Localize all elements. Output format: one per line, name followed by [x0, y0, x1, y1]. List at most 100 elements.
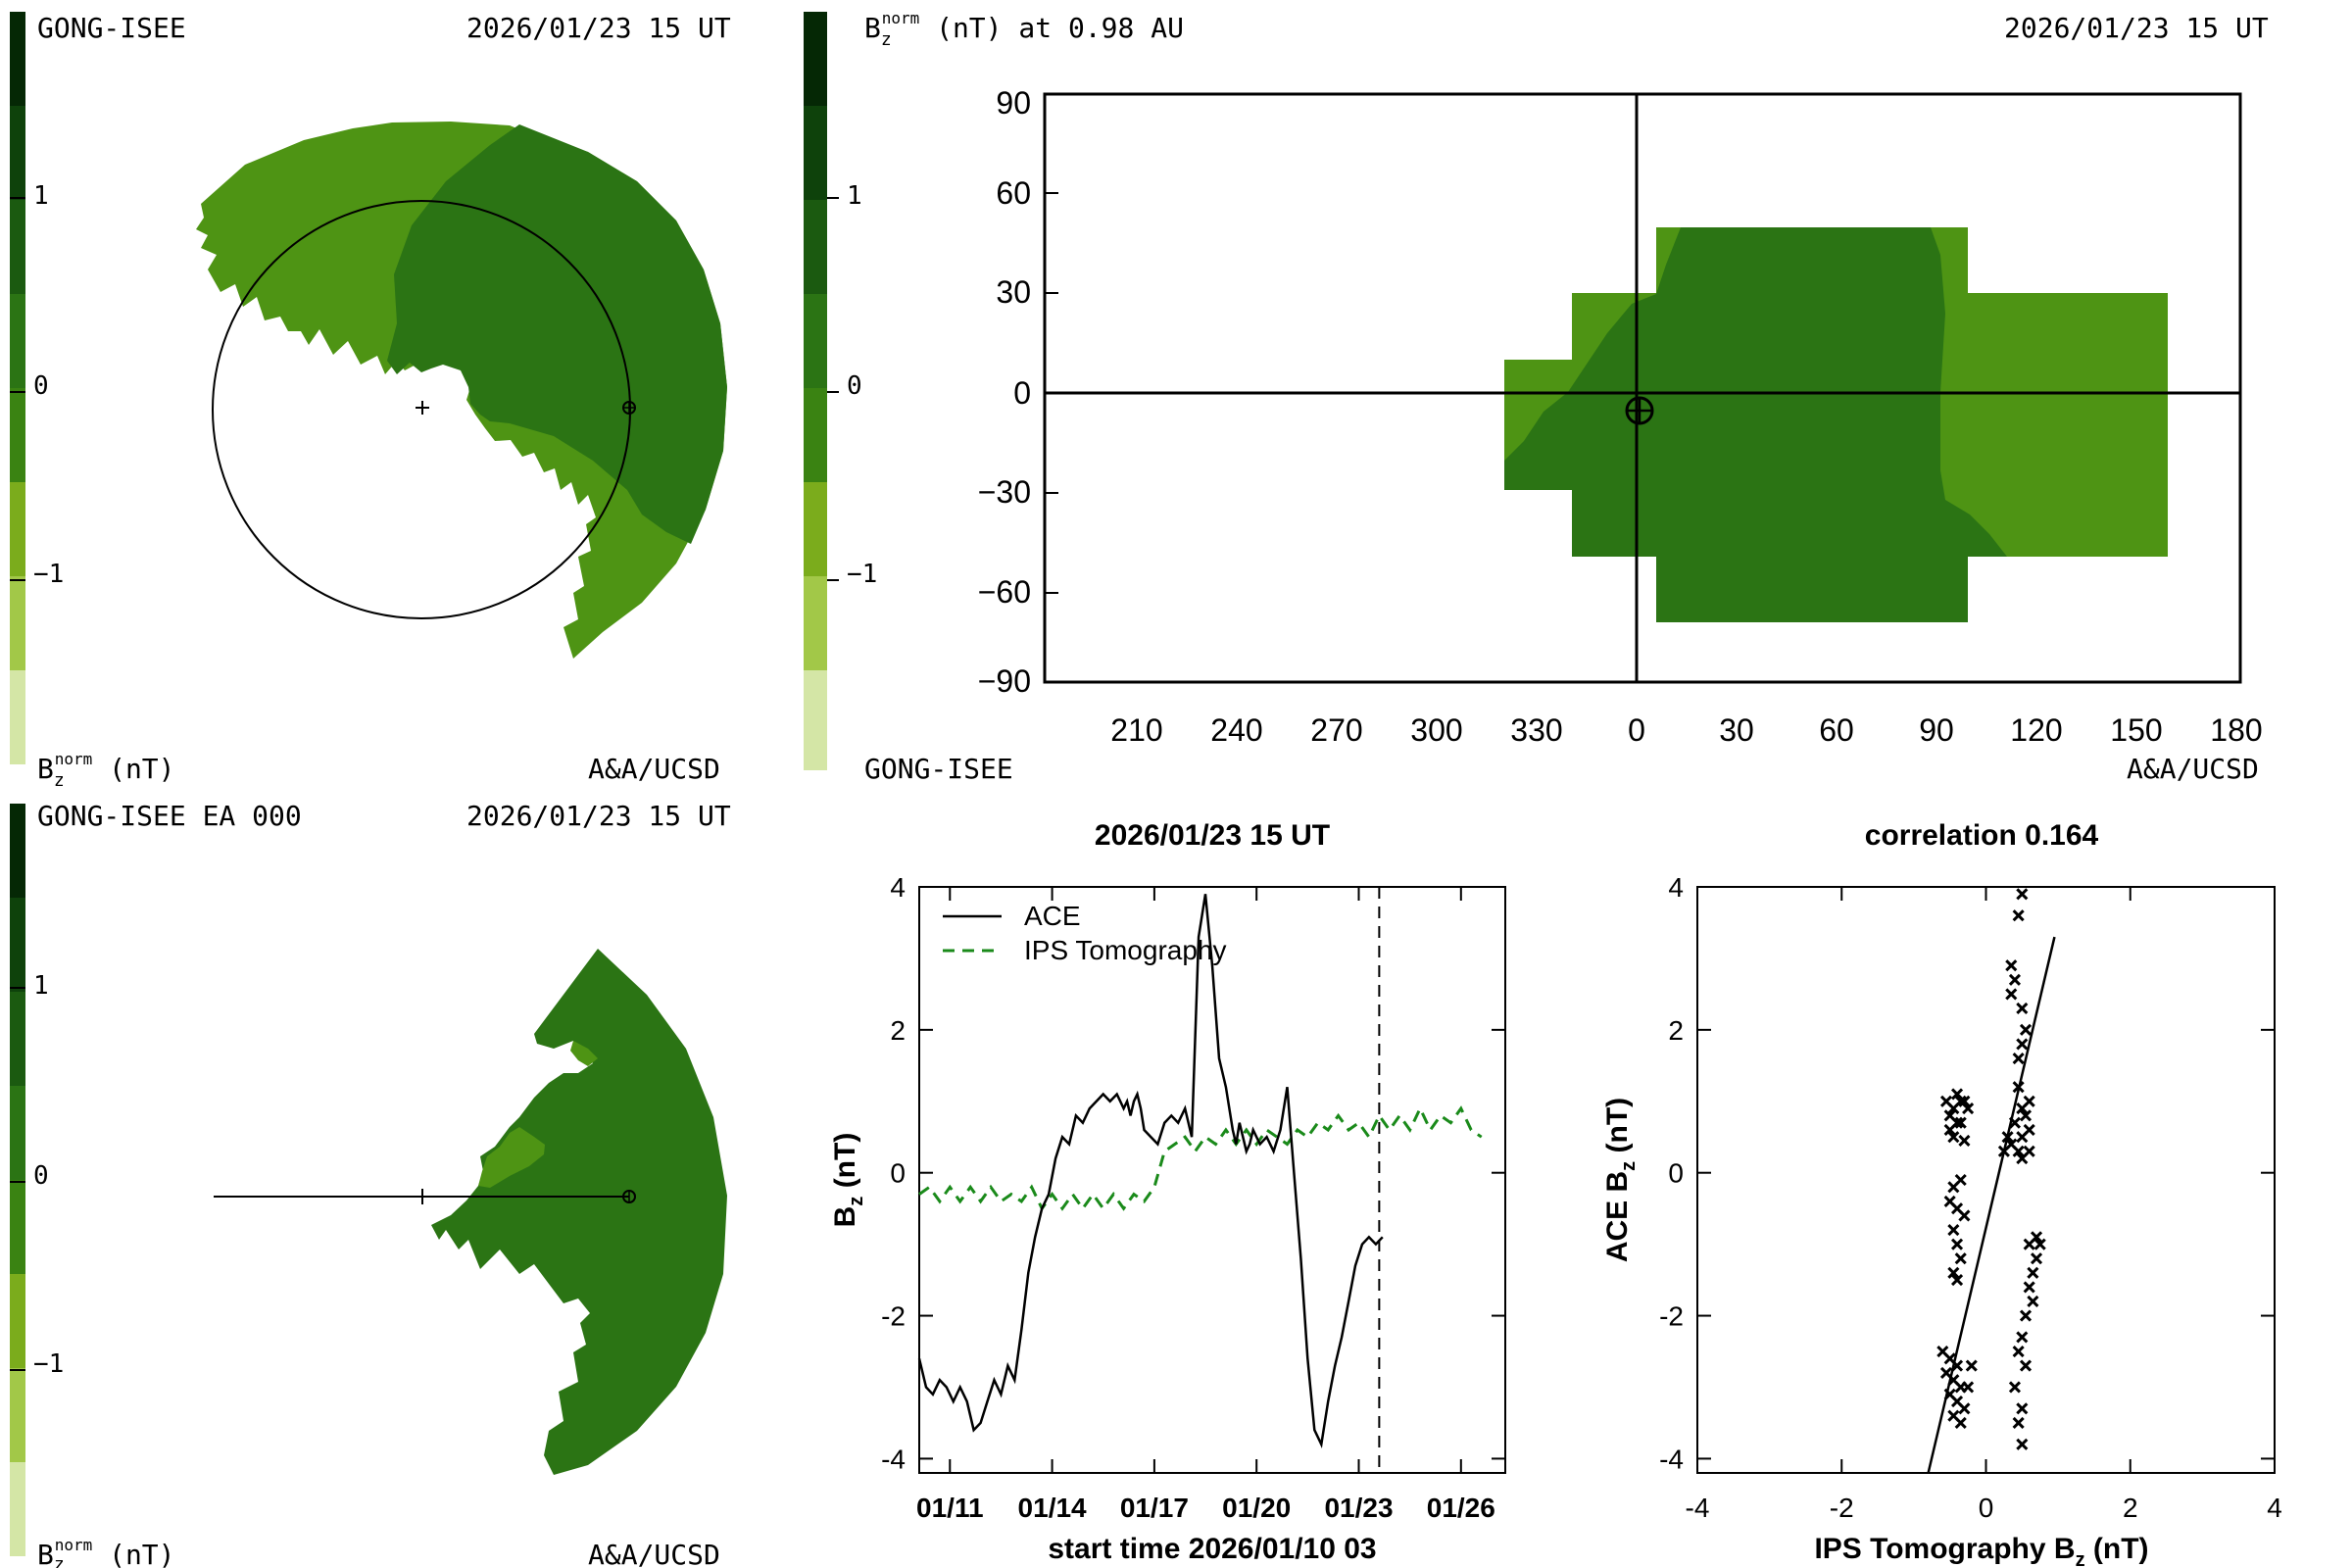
lat-tick-label: 60 [996, 175, 1031, 211]
x-axis-title: IPS Tomography Bz (nT) [1814, 1533, 2148, 1568]
panel-datetime: 2026/01/23 15 UT [2004, 12, 2269, 44]
lon-tick-label: 120 [2010, 712, 2062, 748]
lat-tick-label: 30 [996, 274, 1031, 310]
scatter-point [2012, 1052, 2025, 1065]
map-title: Bznorm (nT) at 0.98 AU [864, 9, 1184, 50]
scatter-point [2008, 1116, 2022, 1129]
y-tick-label: -2 [1659, 1301, 1684, 1332]
x-ticks: -4 -2 0 2 4 [1686, 887, 2282, 1523]
lon-tick-label: 90 [1919, 712, 1954, 748]
lon-tick-label: 180 [2210, 712, 2262, 748]
lon-tick-label: 210 [1110, 712, 1162, 748]
colorbar-segment [10, 804, 25, 898]
scatter-point [2005, 959, 2018, 972]
panel-source-label: GONG-ISEE [864, 753, 1013, 785]
map-region-dark [431, 949, 727, 1475]
lat-tick-label: −90 [978, 663, 1031, 699]
lon-tick-label: 300 [1410, 712, 1462, 748]
colorbar-segment [10, 1086, 25, 1180]
scatter-point [2030, 1252, 2043, 1265]
scatter-point [1962, 1381, 1975, 1394]
colorbar-segment [804, 482, 827, 576]
colorbar-segment [804, 576, 827, 670]
scatter-point [2012, 909, 2025, 922]
scatter-point [2016, 1002, 2029, 1015]
colorbar-segment [10, 482, 25, 576]
x-tick-label: 4 [2267, 1493, 2282, 1523]
y-tick-label: 0 [1668, 1158, 1684, 1189]
y-tick-label: 4 [1668, 872, 1684, 903]
scatter-point [2019, 1359, 2033, 1372]
scatter-point [2008, 1381, 2022, 1394]
x-tick-label: 01/26 [1427, 1493, 1495, 1523]
lon-tick-label: 60 [1819, 712, 1854, 748]
lon-axis-labels: 210 240 270 300 330 0 30 60 90 120 150 1… [1110, 712, 2262, 748]
scatter-point [2027, 1266, 2039, 1279]
scatter-point [2023, 1145, 2035, 1157]
x-tick-label: 2 [2123, 1493, 2138, 1523]
y-ticks: 4 2 0 -2 -4 [881, 872, 1505, 1474]
scatter-point [1947, 1131, 1960, 1144]
panel-source-label: GONG-ISEE EA 000 [37, 800, 302, 832]
colorbar-segment [10, 106, 25, 200]
scatter-point [2019, 1109, 2033, 1122]
scatter-point [1939, 1095, 1953, 1107]
colorbar-tick-label: −1 [847, 560, 877, 589]
x-tick-label: -4 [1686, 1493, 1710, 1523]
colorbar-segment [10, 898, 25, 992]
lon-tick-label: 150 [2110, 712, 2162, 748]
colorbar-tick-label: 0 [847, 371, 862, 401]
time-series-chart: 2026/01/23 15 UT 01/11 01/14 01/17 01/20 01/… [829, 819, 1506, 1565]
chart-title: 2026/01/23 15 UT [1095, 819, 1330, 852]
x-axis-title: start time 2026/01/10 03 [1048, 1533, 1376, 1565]
y-tick-label: 0 [890, 1158, 906, 1189]
credit-label: A&A/UCSD [588, 753, 720, 785]
panel-source-label: GONG-ISEE [37, 12, 186, 44]
scatter-point [2016, 1038, 2029, 1051]
scatter-point [2012, 1345, 2025, 1358]
colorbar-tick-label: 0 [33, 371, 49, 401]
lat-tick-label: 0 [1013, 375, 1031, 411]
scatter-point [1947, 1181, 1960, 1194]
map-region-light [570, 1041, 598, 1066]
unit-label: Bznorm (nT) [37, 750, 175, 791]
x-tick-label: 01/23 [1324, 1493, 1393, 1523]
colorbar-segment [804, 670, 827, 770]
legend-label-ips: IPS Tomography [1024, 935, 1227, 965]
colorbar-bottom-left: 1 0 −1 [10, 804, 64, 1556]
scatter-points [1936, 888, 2046, 1450]
map-region-light [478, 1127, 545, 1188]
scatter-point [1950, 1238, 1964, 1250]
scatter-point [2012, 1416, 2025, 1430]
map-region-dark [1504, 227, 2007, 622]
scatter-point [1950, 1359, 1964, 1372]
lat-tick-label: −30 [978, 474, 1031, 510]
y-tick-label: 2 [1668, 1015, 1684, 1046]
legend-label-ace: ACE [1024, 901, 1081, 931]
plot-frame [1696, 886, 2276, 1474]
scatter-point [1958, 1134, 1971, 1147]
scatter-point [2023, 1281, 2035, 1294]
series-line-ips-tomography [918, 1104, 1483, 1212]
scatter-point [2019, 1309, 2033, 1322]
scatter-point [1958, 1209, 1971, 1222]
lat-axis-ticks: 90 60 30 0 −30 −60 −90 [978, 85, 1058, 699]
x-tick-label: 01/20 [1222, 1493, 1291, 1523]
polar-map-ecliptic [196, 122, 727, 659]
scatter-point [2008, 973, 2022, 986]
scatter-point [1958, 1402, 1971, 1415]
scatter-point [2005, 988, 2018, 1001]
x-tick-label: 01/17 [1120, 1493, 1189, 1523]
series-line-ace [917, 894, 1384, 1448]
scatter-chart: correlation 0.164 -4 -2 0 2 4 4 2 0 -2 -4 IPS To… [1601, 819, 2282, 1568]
credit-label: A&A/UCSD [2127, 753, 2259, 785]
colorbar-tick-label: 1 [33, 181, 49, 211]
colorbar-tick-label: −1 [33, 1349, 64, 1379]
scatter-point [2016, 1102, 2029, 1115]
scatter-point [1962, 1102, 1975, 1115]
scatter-point [1954, 1416, 1967, 1430]
plot-frame [918, 886, 1506, 1474]
scatter-point [1954, 1116, 1967, 1129]
scatter-point [1943, 1123, 1956, 1137]
